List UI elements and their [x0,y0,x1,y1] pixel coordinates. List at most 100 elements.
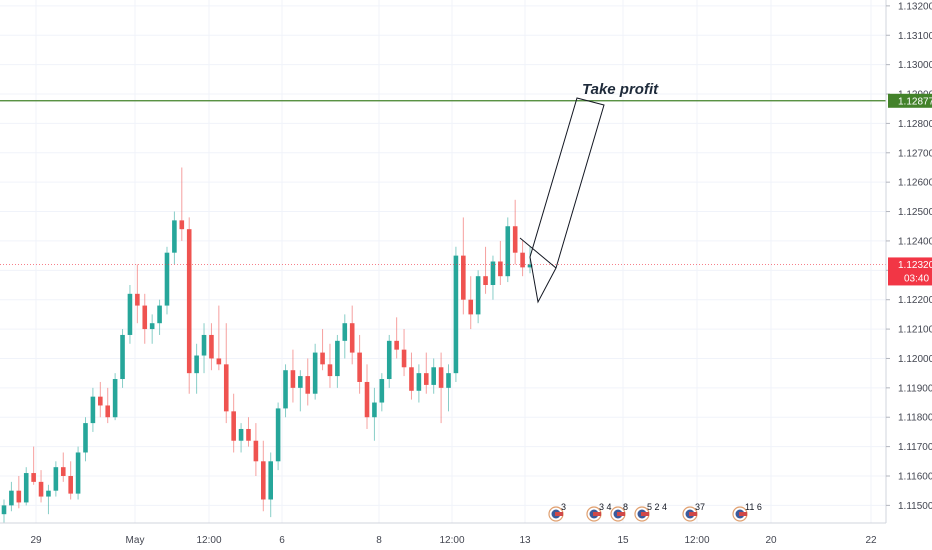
time-tick-label: 29 [30,535,42,546]
candle-body [401,349,407,368]
price-tick-label: 1.13200 [898,1,932,12]
flag-icon-stripe [593,512,601,516]
candle [505,217,511,283]
candle-body [312,352,318,394]
price-axis[interactable]: 1.132001.131001.130001.129001.128001.127… [886,1,932,512]
candle-body [120,334,125,380]
candle-body [357,352,362,382]
candle-body [490,261,496,286]
candle-body [90,396,96,424]
candle [520,240,525,277]
candle [46,484,51,515]
candle-body [83,423,88,453]
time-tick-label: 12:00 [196,535,221,546]
candle-body [483,276,488,286]
price-tick-label: 1.12700 [898,148,932,159]
candle [364,364,370,429]
flag-icon-stripe [641,512,649,516]
event-marker[interactable]: 5 2 4 [634,502,667,522]
event-marker[interactable]: 11 6 [732,502,762,522]
time-tick-label: 13 [519,535,531,546]
countdown-label: 03:40 [904,273,929,284]
candle-body [16,490,22,503]
candle-body [305,376,311,394]
candle-body [246,428,251,441]
event-marker[interactable]: 3 4 [586,502,612,522]
price-tick-label: 1.11900 [898,383,932,394]
candle-body [342,323,348,341]
candle [379,373,385,412]
candle-body [38,481,44,497]
candle-body [60,467,66,476]
flag-icon-stripe [555,512,563,516]
event-count: 5 2 4 [647,502,667,512]
time-tick-label: 22 [865,535,877,546]
candle-body [105,405,111,418]
event-marker[interactable]: 3 [548,502,566,522]
take-profit-annotation[interactable]: Take profit [582,81,659,98]
candle-body [53,467,59,491]
candle [483,246,488,294]
candle-body [253,440,259,462]
time-tick-label: 20 [765,535,777,546]
candle-body [127,293,133,335]
event-count: 11 6 [745,502,762,512]
candle [112,373,118,421]
candle [394,317,399,359]
candle-body [135,293,140,306]
projection-path[interactable] [519,97,605,304]
candle [268,452,274,518]
price-tick-label: 1.11800 [898,413,932,424]
time-tick-label: 8 [376,535,382,546]
flag-icon-stripe [689,512,697,516]
candle [349,305,355,365]
candle [431,358,436,394]
price-tag [888,257,932,286]
candle [38,470,44,503]
candle-body [9,490,14,506]
candle [290,349,296,403]
candle-body [157,305,162,324]
price-tick-label: 1.12100 [898,325,932,336]
candle [75,446,81,500]
candle [468,276,474,330]
candle [127,285,133,344]
candle [194,343,199,394]
event-count: 3 [561,502,566,512]
candle [172,211,177,265]
candle-body [512,226,518,253]
price-tick-label: 1.12800 [898,119,932,130]
event-marker[interactable]: 8 [610,502,628,522]
candle [53,461,59,497]
candle [83,417,88,462]
price-tick-label: 1.11700 [898,442,932,453]
economic-events[interactable]: 3 3 4 8 5 2 4 37 11 6 [548,502,762,522]
candle [453,246,459,382]
candle [246,417,251,447]
candle [527,246,533,274]
grid [0,0,886,523]
candle-body [394,340,399,350]
candle [1,499,7,523]
candle [327,343,333,388]
candle-body [112,379,118,418]
candle [342,314,348,359]
candle [201,323,207,374]
candle [260,440,266,512]
candle-body [223,364,229,412]
candle-body [23,473,29,503]
candle [16,475,22,509]
candle [461,217,466,315]
candle-body [290,370,296,388]
candle [401,329,407,377]
time-axis[interactable]: 29 May 12:00 6 8 12:00 13 15 12:00 20 22 [30,535,877,546]
event-marker[interactable]: 37 [682,502,705,522]
candle [209,323,214,371]
candle-body [446,373,451,388]
projection-drawing[interactable] [519,97,605,304]
candle [423,352,429,394]
candle-body [149,323,155,330]
candle-body [231,411,236,441]
candle-body [379,379,385,403]
